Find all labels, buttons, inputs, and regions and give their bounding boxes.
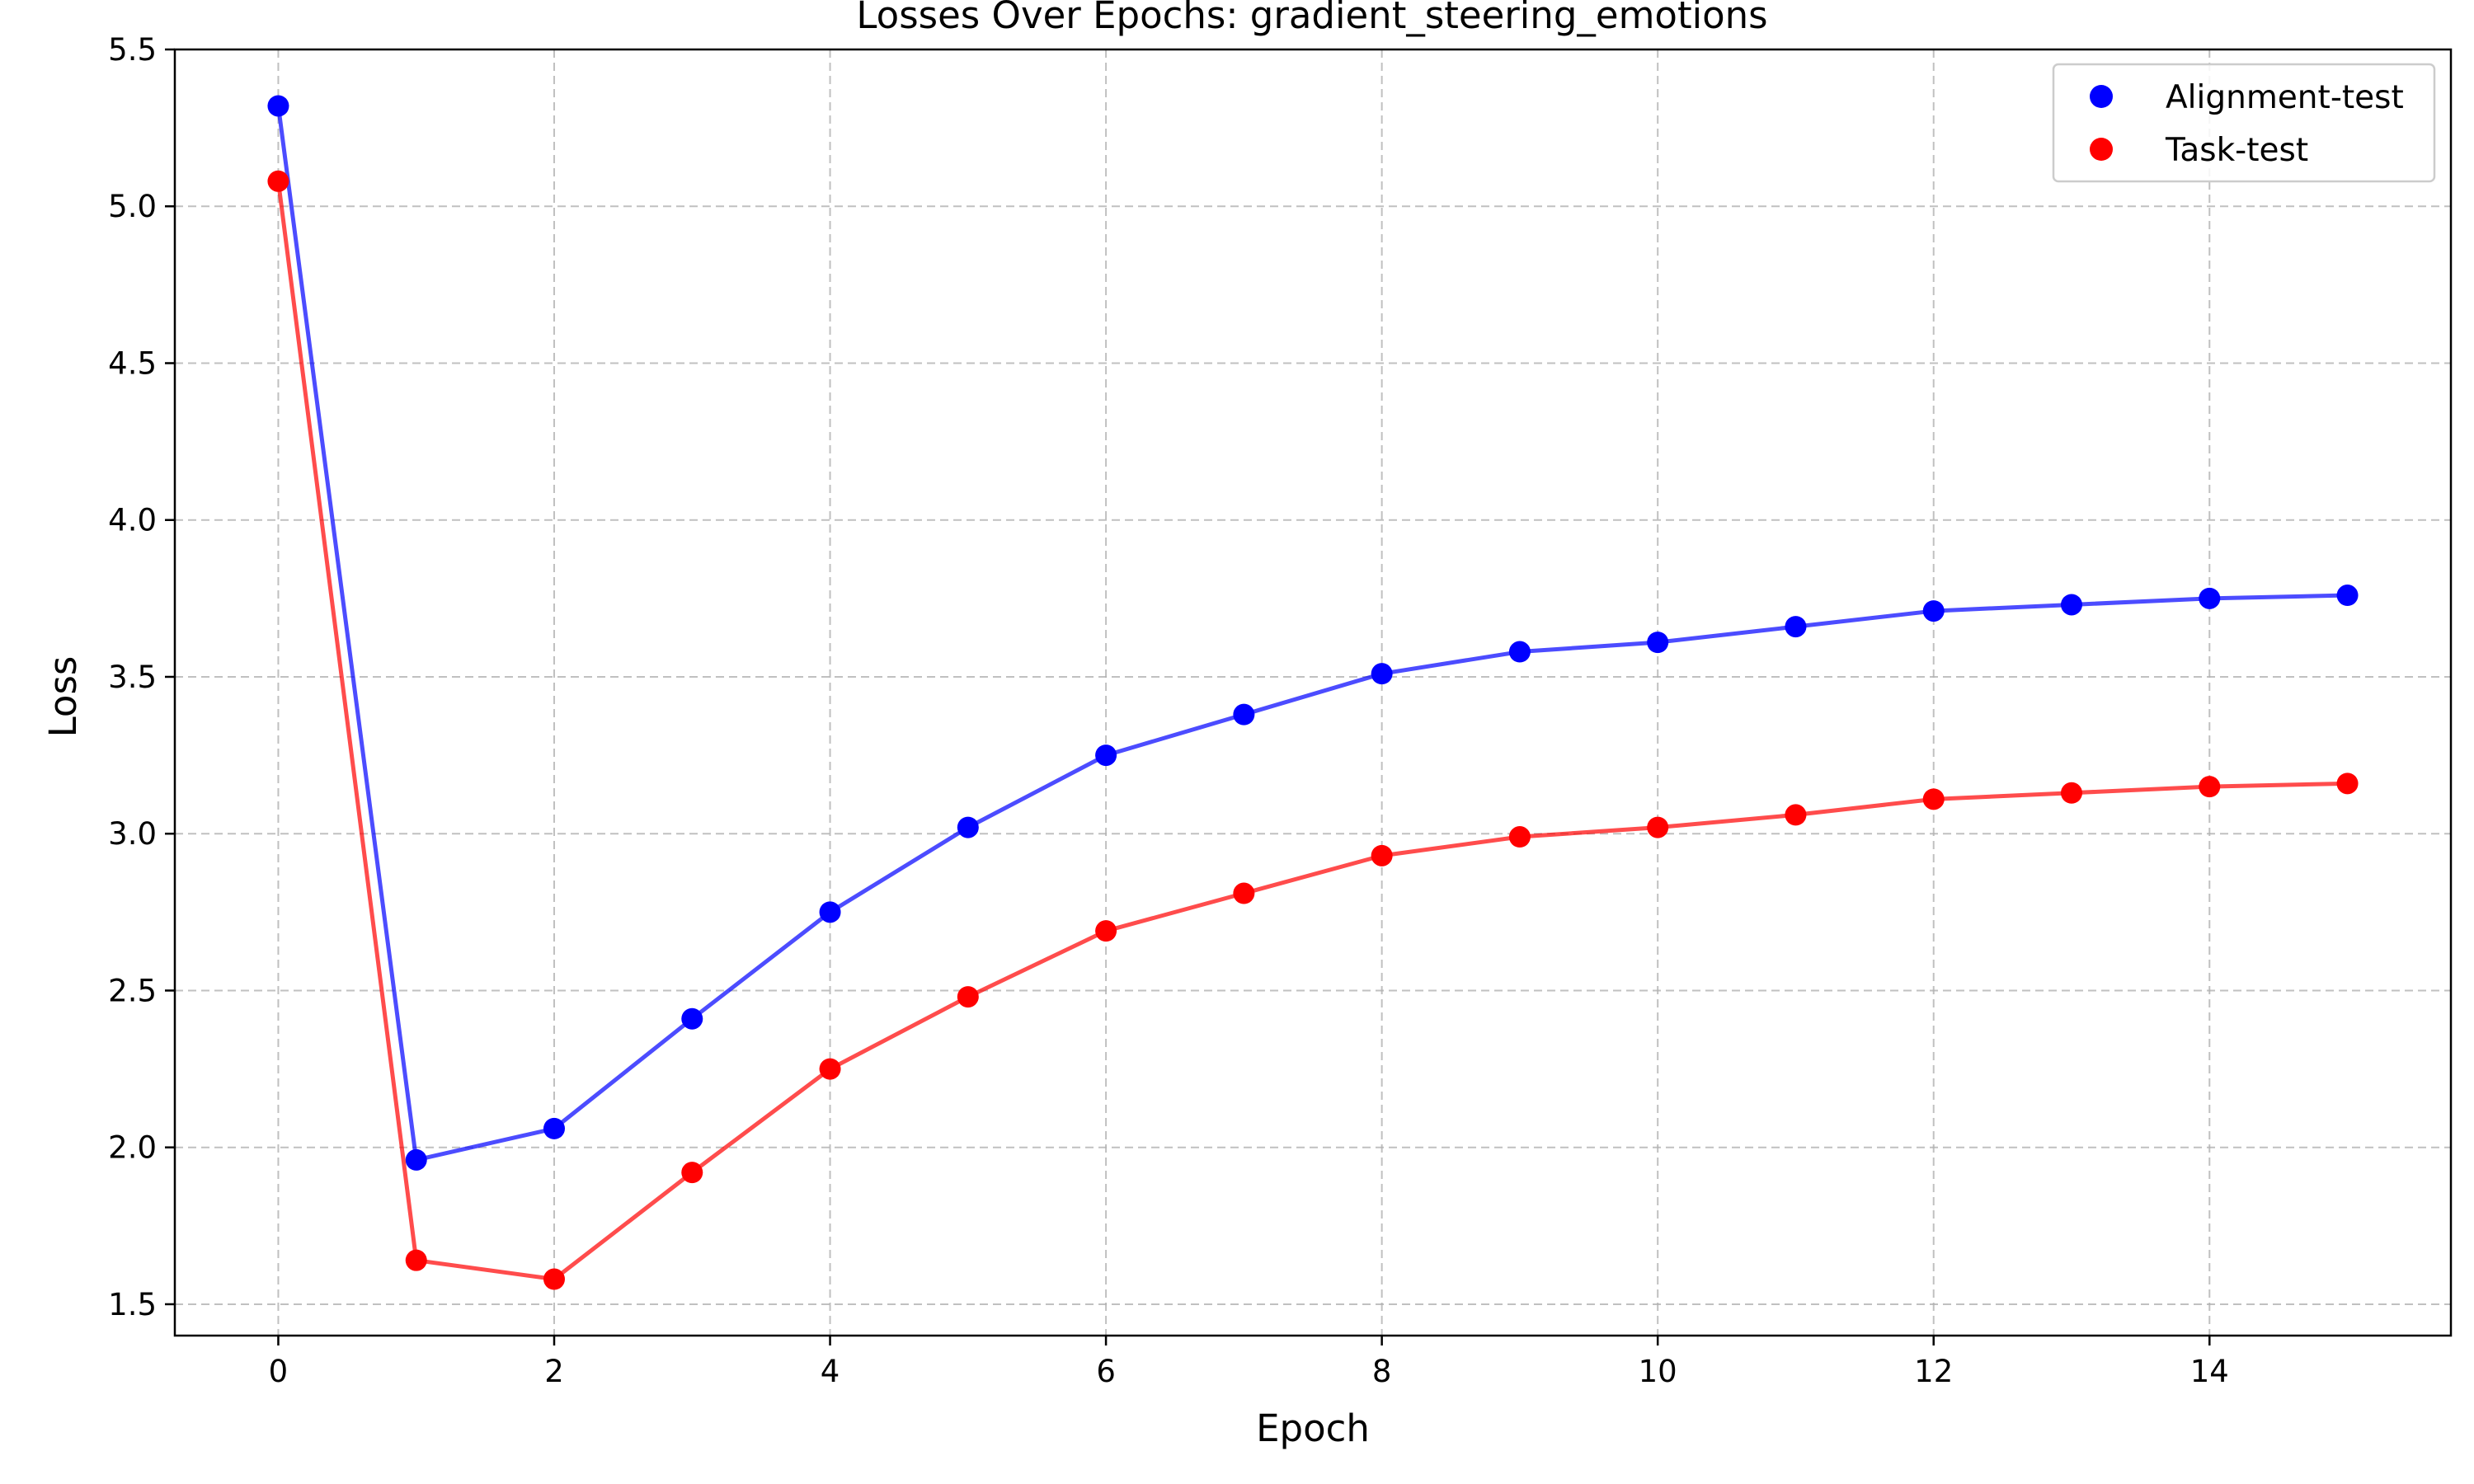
x-tick-label: 8	[1372, 1354, 1392, 1389]
legend-label: Task-test	[2165, 132, 2308, 169]
y-axis: 1.5 2.0 2.5 3.0 3.5 4.0 4.5 5.0 5.5	[108, 32, 175, 1322]
data-point	[2336, 585, 2359, 607]
data-point	[1922, 600, 1945, 622]
y-tick-label: 4.0	[108, 503, 157, 538]
x-axis: 0 2 4 6 8 10 12 14	[269, 1336, 2229, 1389]
x-tick-label: 0	[269, 1354, 289, 1389]
data-point	[1371, 663, 1393, 685]
data-point	[405, 1249, 427, 1271]
y-tick-label: 4.5	[108, 345, 157, 381]
legend-marker	[2090, 85, 2113, 108]
legend-label: Alignment-test	[2166, 79, 2404, 116]
x-axis-label: Epoch	[1256, 1407, 1370, 1450]
y-tick-label: 1.5	[108, 1287, 157, 1322]
x-tick-label: 10	[1639, 1354, 1677, 1389]
data-point	[2061, 782, 2082, 804]
data-point	[819, 901, 841, 923]
data-point	[267, 170, 289, 192]
data-point	[2061, 594, 2082, 616]
series-line	[275, 106, 2348, 1162]
legend-box	[2052, 63, 2436, 183]
plot-frame	[173, 48, 2453, 1337]
data-point	[819, 1058, 841, 1080]
x-tick-label: 2	[544, 1354, 564, 1389]
data-point	[1785, 616, 1807, 638]
series-task-test	[267, 170, 2359, 1290]
data-point	[1922, 788, 1945, 810]
y-tick-label: 3.0	[108, 816, 157, 852]
series-layer	[267, 95, 2359, 1290]
data-point	[957, 986, 979, 1008]
data-point	[1647, 632, 1669, 654]
data-point	[1508, 641, 1531, 663]
y-tick-label: 2.5	[108, 973, 157, 1008]
data-point	[1233, 882, 1255, 904]
data-point	[681, 1007, 703, 1030]
data-point	[543, 1268, 565, 1290]
data-point	[543, 1117, 565, 1139]
data-point	[1233, 703, 1255, 726]
x-tick-label: 14	[2190, 1354, 2229, 1389]
data-point	[1647, 816, 1669, 838]
data-point	[681, 1162, 703, 1184]
y-tick-label: 5.5	[108, 32, 157, 68]
x-tick-label: 4	[821, 1354, 840, 1389]
data-point	[1095, 920, 1117, 942]
chart-title: Losses Over Epochs: gradient_steering_em…	[856, 0, 1767, 37]
y-axis-label: Loss	[41, 656, 85, 738]
legend-marker	[2090, 138, 2113, 161]
series-alignment-test	[267, 95, 2359, 1171]
data-point	[957, 816, 979, 838]
legend: Alignment-test Task-test	[2052, 63, 2436, 183]
data-point	[1508, 826, 1531, 848]
data-point	[2199, 587, 2221, 609]
y-tick-label: 2.0	[108, 1130, 157, 1166]
x-tick-label: 12	[1914, 1354, 1953, 1389]
y-tick-label: 3.5	[108, 660, 157, 695]
x-tick-label: 6	[1096, 1354, 1116, 1389]
data-point	[405, 1148, 427, 1171]
data-point	[267, 95, 289, 117]
series-line	[275, 181, 2348, 1282]
data-point	[1371, 844, 1393, 866]
data-point	[1095, 744, 1117, 767]
data-point	[1785, 804, 1807, 826]
data-point	[2199, 776, 2221, 798]
y-tick-label: 5.0	[108, 189, 157, 224]
data-point	[2336, 773, 2359, 795]
